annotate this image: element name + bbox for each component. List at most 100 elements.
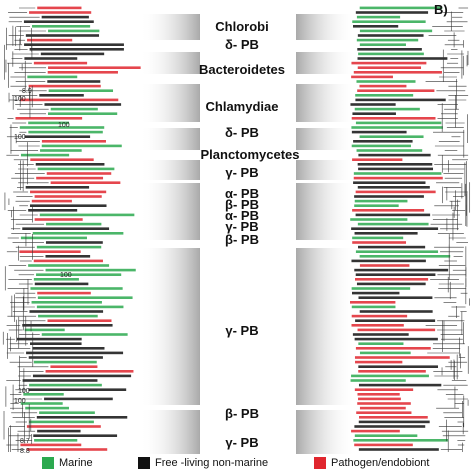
legend-pathogen: Pathogen/endobiont [314,457,429,469]
bootstrap-value: 8.7 [20,438,30,445]
leaf-label [351,75,393,79]
leaf-label [352,333,409,336]
leaf-label [37,167,115,171]
leaf-label [356,411,412,414]
leaf-label [356,149,423,152]
leaf-label [20,153,70,157]
leaf-label [33,61,88,65]
leaf-label [32,232,124,235]
leaf-label [30,158,94,161]
leaf-label [31,199,72,203]
leaf-label [353,71,442,74]
leaf-label [25,406,69,410]
legend-free-living-swatch [138,457,150,469]
leaf-label [39,411,95,414]
leaf-label [354,195,424,198]
leaf-label [354,434,418,437]
leaf-label [352,241,407,244]
leaf-label [45,268,136,272]
leaf-label [29,11,92,14]
leaf-label [19,98,119,102]
leaf-label [50,365,98,368]
clade-label: β- PB [225,406,259,421]
leaf-label [355,360,403,364]
bootstrap-value: 100 [14,398,26,405]
leaf-label [36,273,122,276]
clade-label: δ- PB [225,125,259,140]
leaf-label [33,434,118,437]
leaf-label [354,268,449,272]
leaf-label [354,388,414,391]
leaf-label [356,282,426,286]
clade-label: β- PB [225,232,259,247]
clade-label: β- PB [225,197,259,212]
leaf-label [358,370,426,373]
clade-band-right [296,160,356,180]
leaf-label [355,250,439,253]
leaf-label [37,6,82,10]
leaf-label [27,75,78,79]
leaf-label [352,20,426,23]
leaf-label [19,126,105,129]
leaf-label [357,186,430,189]
leaf-label [352,158,403,161]
leaf-label [357,163,433,166]
leaf-label [44,397,113,401]
legend-pathogen-swatch [314,457,326,469]
leaf-label [36,245,102,249]
leaf-label [47,112,118,115]
leaf-label [47,319,112,322]
leaf-label [351,305,396,309]
leaf-label [45,370,134,373]
leaf-label [34,282,89,286]
leaf-label [355,319,436,322]
leaf-label [351,259,426,263]
leaf-label [351,287,411,290]
leaf-label [351,429,400,433]
leaf-label [29,310,104,313]
leaf-label [29,204,107,207]
legend-free-living: Free -living non-marine [138,457,268,469]
leaf-label [16,337,82,341]
leaf-label [354,443,413,447]
clade-band-left [140,128,200,150]
leaf-label [48,66,141,69]
leaf-label [358,167,434,171]
leaf-label [28,356,103,359]
leaf-label [350,103,396,106]
leaf-label [45,255,91,258]
leaf-label [37,296,133,299]
clade-label: Chlorobi [215,19,269,34]
clade-label: Planctomycetes [200,147,300,162]
clade-label: α- PB [225,186,259,201]
leaf-label [351,324,404,327]
leaf-label [38,314,98,318]
leaf-label [355,98,446,102]
bootstrap-value: 100 [58,122,70,129]
leaf-label [33,259,103,263]
leaf-label [352,291,400,295]
leaf-label [354,107,420,111]
leaf-label [351,374,429,378]
leaf-label [48,89,114,92]
leaf-label [28,209,78,212]
leaf-label [20,443,82,447]
leaf-label [355,11,429,14]
leaf-label [27,38,73,42]
leaf-label [354,199,408,203]
bootstrap-value: 100 [14,134,26,141]
leaf-label [28,121,70,125]
leaf-label [358,296,433,299]
leaf-label [357,222,429,226]
leaf-label [41,140,106,143]
leaf-label [41,15,89,19]
leaf-label [37,429,81,433]
leaf-label [354,356,450,359]
clade-band-right [296,183,356,240]
clade-band-left [140,52,200,74]
leaf-label [40,149,82,152]
bootstrap-value: 100 [60,272,72,279]
leaf-label [355,94,414,97]
clade-band-left [140,183,200,240]
